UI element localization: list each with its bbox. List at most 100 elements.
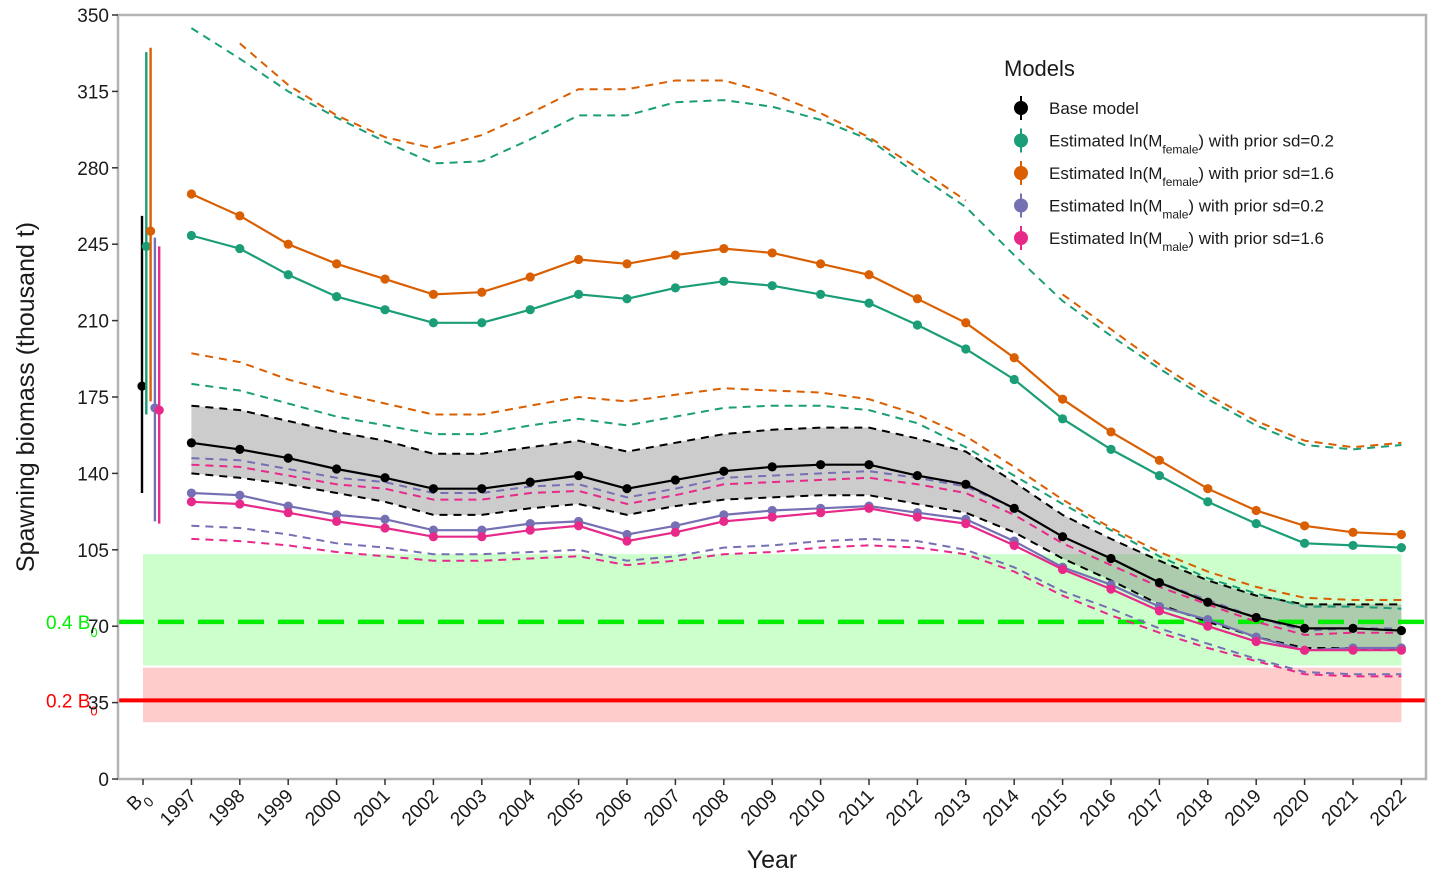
mf16-point-2004 (525, 272, 535, 282)
mf02-point-1997 (186, 230, 196, 241)
base-point-1999 (283, 453, 293, 463)
base-point-2011 (864, 460, 874, 470)
base-point-2013 (961, 479, 971, 489)
legend-key-point (1014, 231, 1028, 245)
mf16-point-2012 (912, 294, 923, 304)
mf16-point-1999 (283, 239, 293, 249)
mm16-point-2022 (1396, 645, 1406, 655)
x-tick-label-2005: 2005 (543, 786, 588, 831)
base-point-2014 (1009, 503, 1019, 513)
mm02-point-1998 (235, 490, 245, 500)
legend-label-suffix: ) with prior sd=1.6 (1198, 164, 1334, 183)
mm16-point-1997 (186, 497, 196, 507)
mf02-point-2014 (1009, 374, 1019, 385)
mm02-point-2004 (525, 519, 535, 529)
y-tick-label-175: 175 (77, 388, 109, 409)
base-line (191, 441, 1402, 632)
mf02-point-2016 (1106, 444, 1116, 454)
mf16-point-2006 (622, 259, 632, 269)
legend-label-suffix: ) with prior sd=0.2 (1188, 197, 1324, 216)
mf02-point-2019 (1251, 519, 1261, 529)
legend-item-mm02: Estimated ln(Mmale) with prior sd=0.2 (1014, 193, 1324, 222)
mf02-point-2009 (767, 281, 777, 291)
mm02-upper-ci-line (191, 457, 1402, 632)
y-tick-label-0: 0 (98, 770, 109, 791)
mm16-point-2020 (1300, 645, 1310, 655)
mf16-point-2003 (477, 287, 487, 297)
x-tick-label-2019: 2019 (1221, 786, 1266, 831)
mf16-point-2022 (1396, 529, 1406, 540)
y-tick-label-350: 350 (77, 6, 109, 27)
mf16-point-2002 (428, 289, 438, 300)
reference-label-sub: 0 (90, 624, 97, 639)
mm16-point-2004 (525, 525, 535, 535)
base-point-2019 (1251, 612, 1261, 623)
mf16-point-2000 (332, 259, 342, 269)
mf02-point-2017 (1154, 470, 1164, 481)
mm16-line (191, 500, 1402, 652)
reference-label-limit: 0.2 B0 (46, 691, 98, 718)
mf02-point-2015 (1058, 414, 1068, 424)
green-zone (143, 554, 1402, 666)
legend-item-mm16: Estimated ln(Mmale) with prior sd=1.6 (1014, 226, 1324, 254)
mm02-point-2009 (767, 505, 777, 516)
base-point-2010 (816, 460, 826, 470)
mf16-upper-ci-line-1 (1062, 293, 1402, 449)
mm16-point-2007 (670, 527, 681, 537)
mm02-point-2007 (670, 521, 681, 531)
x-tick-label-2013: 2013 (931, 786, 976, 831)
legend-label-suffix: ) with prior sd=0.2 (1198, 132, 1334, 151)
legend-label-prefix: Estimated ln(M (1049, 229, 1162, 248)
mm16-lower-ci-line (191, 537, 1402, 678)
y-tick-label-280: 280 (77, 159, 109, 180)
legend-key-point (1014, 101, 1028, 115)
legend-label-prefix: Estimated ln(M (1049, 197, 1162, 216)
reference-label-main: 0.2 B (46, 691, 90, 712)
x-tick-label-2009: 2009 (737, 786, 782, 831)
mm16-point-2000 (332, 516, 342, 527)
b0-estimates-layer (137, 47, 164, 524)
mm16-point-2002 (428, 532, 438, 542)
x-tick-label-2008: 2008 (689, 786, 734, 831)
base-point-2016 (1106, 553, 1116, 564)
legend-key-point (1014, 198, 1028, 213)
mm16-point-2013 (961, 519, 971, 529)
y-axis-title: Spawning biomass (thousand t) (12, 222, 40, 572)
mf02-point-2001 (380, 305, 390, 315)
base-point-2007 (670, 475, 681, 485)
mf02-line (191, 234, 1402, 549)
legend-label-suffix: ) with prior sd=1.6 (1188, 229, 1324, 248)
mf16-point-1998 (235, 211, 245, 221)
mf16-point-2021 (1348, 527, 1358, 537)
legend-label-sub: female (1162, 143, 1198, 157)
mm16-b0-point (154, 405, 164, 415)
y-tick-label-315: 315 (77, 82, 109, 103)
mf02-point-2006 (622, 294, 632, 304)
x-tick-label-2012: 2012 (882, 786, 927, 831)
y-tick-label-140: 140 (77, 464, 109, 485)
x-tick-label-2007: 2007 (640, 786, 685, 831)
mf16-point-2014 (1009, 353, 1019, 363)
base-point-2009 (767, 462, 777, 472)
x-tick-label-2000: 2000 (301, 786, 346, 831)
mf02-point-2022 (1396, 543, 1406, 553)
mf02-b0-point (141, 241, 151, 251)
legend-label-prefix: Estimated ln(M (1049, 164, 1162, 183)
mf16-point-2019 (1251, 505, 1261, 516)
mm02-point-2018 (1203, 615, 1213, 625)
mm16-point-2015 (1058, 564, 1068, 575)
mf16-line (190, 192, 1402, 536)
base-point-2018 (1203, 597, 1213, 607)
ci-line-layer (190, 27, 1402, 678)
mf02-point-2013 (961, 344, 971, 354)
legend-title: Models (1004, 56, 1075, 81)
base-point-2022 (1396, 625, 1406, 636)
mf02-point-2020 (1300, 538, 1310, 548)
x-tick-label-1997: 1997 (156, 786, 201, 831)
mm16-point-2008 (719, 516, 729, 527)
base-point-2005 (574, 470, 584, 481)
legend-label-base: Base model (1049, 99, 1139, 118)
reference-label-sub: 0 (90, 703, 97, 718)
mm02-lower-ci-line (191, 524, 1402, 676)
